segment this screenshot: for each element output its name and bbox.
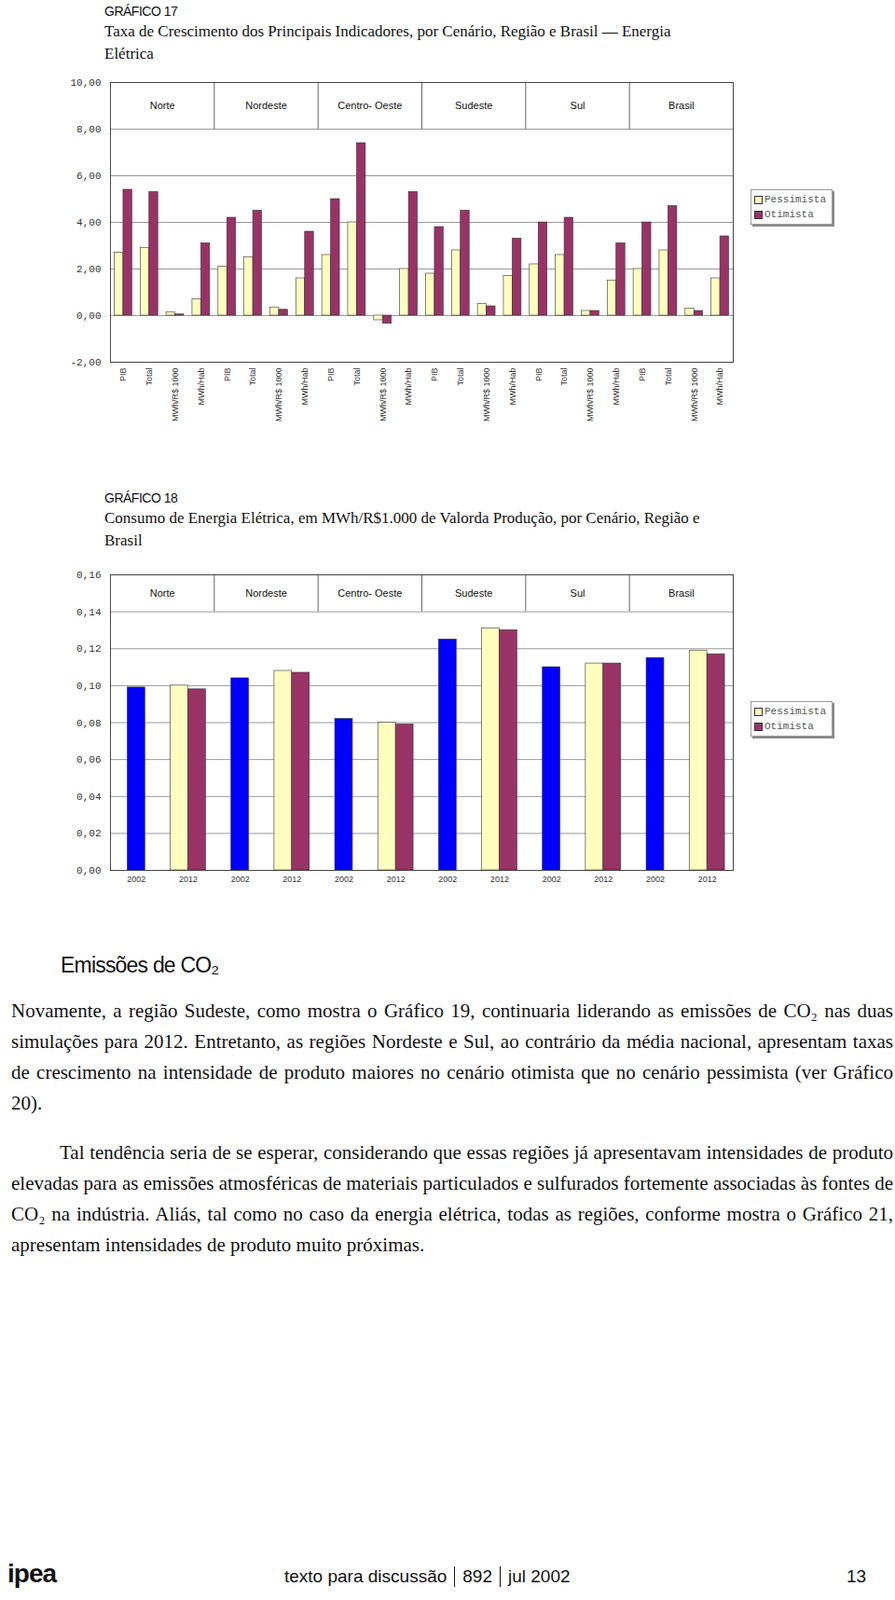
html-text:13: 13	[846, 1566, 867, 1586]
svg-text:0,10: 0,10	[76, 680, 101, 692]
html-text:Novamente, a região Sudeste, c: Novamente, a região Sudeste, como mostra…	[11, 999, 894, 1115]
svg-text:Norte: Norte	[150, 587, 176, 599]
svg-text:Sul: Sul	[570, 99, 586, 111]
svg-text:Total: Total	[663, 368, 674, 386]
svg-text:0,12: 0,12	[76, 643, 101, 655]
svg-text:2002: 2002	[646, 874, 665, 884]
svg-text:10,00: 10,00	[69, 77, 101, 89]
svg-text:Brasil: Brasil	[668, 99, 695, 111]
svg-text:MWh/R$ 1000: MWh/R$ 1000	[481, 368, 492, 423]
svg-text:0,06: 0,06	[76, 754, 101, 766]
svg-text:0,00: 0,00	[76, 310, 101, 322]
svg-text:Total: Total	[144, 368, 154, 386]
svg-text:4,00: 4,00	[76, 217, 101, 229]
svg-text:Norte: Norte	[150, 99, 176, 111]
svg-text:Total: Total	[455, 368, 466, 386]
svg-text:Sudeste: Sudeste	[454, 99, 493, 111]
svg-text:2012: 2012	[179, 874, 198, 884]
svg-text:2012: 2012	[386, 874, 406, 884]
svg-text:2012: 2012	[490, 874, 510, 884]
svg-text:MWh/R$ 1000: MWh/R$ 1000	[585, 368, 595, 423]
svg-text:Centro- Oeste: Centro- Oeste	[337, 99, 402, 111]
svg-text:MWh/Hab: MWh/Hab	[611, 368, 621, 406]
svg-text:MWh/Hab: MWh/Hab	[508, 368, 518, 406]
svg-text:PIB: PIB	[534, 368, 544, 383]
svg-text:0,04: 0,04	[76, 791, 102, 803]
svg-text:Sudeste: Sudeste	[454, 587, 493, 599]
svg-text:Nordeste: Nordeste	[245, 99, 288, 111]
html-text:892: 892	[462, 1566, 493, 1586]
html-text:Pessimista: Pessimista	[764, 193, 827, 206]
svg-text:PIB: PIB	[326, 368, 336, 383]
svg-text:MWh/R$ 1000: MWh/R$ 1000	[274, 368, 284, 423]
html-text:Emissões de CO₂: Emissões de CO₂	[60, 952, 219, 978]
svg-text:MWh/Hab: MWh/Hab	[196, 368, 207, 406]
svg-text:6,00: 6,00	[76, 170, 101, 182]
svg-text:Sul: Sul	[570, 587, 586, 599]
svg-text:Centro- Oeste: Centro- Oeste	[337, 587, 402, 599]
svg-text:2002: 2002	[542, 874, 562, 884]
html-text:texto para discussão: texto para discussão	[284, 1566, 447, 1586]
svg-text:Nordeste: Nordeste	[245, 587, 288, 599]
svg-text:Total: Total	[559, 368, 569, 386]
svg-text:PIB: PIB	[222, 368, 233, 383]
html-text:GRÁFICO 18: GRÁFICO 18	[104, 490, 178, 506]
svg-text:MWh/Hab: MWh/Hab	[403, 368, 414, 406]
svg-text:MWh/Hab: MWh/Hab	[300, 368, 310, 406]
svg-text:MWh/R$ 1000: MWh/R$ 1000	[170, 368, 180, 423]
svg-text:MWh/Hab: MWh/Hab	[715, 368, 725, 406]
svg-text:-2,00: -2,00	[69, 357, 101, 369]
svg-text:2012: 2012	[282, 874, 302, 884]
html-text:Taxa de Crescimento dos Princi: Taxa de Crescimento dos Principais Indic…	[104, 22, 671, 63]
svg-text:PIB: PIB	[637, 368, 648, 383]
svg-text:0,02: 0,02	[76, 827, 101, 840]
html-text:ipea: ipea	[7, 1558, 56, 1588]
svg-text:MWh/R$ 1000: MWh/R$ 1000	[378, 368, 388, 423]
svg-text:PIB: PIB	[429, 368, 440, 383]
svg-text:Total: Total	[352, 368, 362, 386]
svg-text:Brasil: Brasil	[668, 587, 695, 599]
svg-text:2002: 2002	[438, 874, 457, 884]
svg-text:0,00: 0,00	[76, 865, 101, 877]
svg-text:2012: 2012	[593, 874, 613, 884]
svg-text:0,08: 0,08	[76, 717, 101, 730]
svg-text:MWh/R$ 1000: MWh/R$ 1000	[689, 368, 700, 423]
svg-text:2002: 2002	[334, 874, 354, 884]
html-text:Otimista: Otimista	[764, 720, 814, 732]
svg-text:2002: 2002	[126, 874, 146, 884]
svg-text:2,00: 2,00	[76, 263, 101, 276]
html-text:GRÁFICO 17: GRÁFICO 17	[104, 3, 178, 19]
svg-text:0,14: 0,14	[76, 606, 102, 619]
svg-text:2012: 2012	[698, 874, 717, 884]
svg-text:PIB: PIB	[118, 368, 128, 383]
html-text:jul 2002: jul 2002	[508, 1566, 571, 1586]
svg-text:0,16: 0,16	[76, 569, 101, 581]
html-text:Tal tendência seria de se espe: Tal tendência seria de se esperar, consi…	[11, 1141, 894, 1256]
html-text:Consumo de Energia Elétrica, e: Consumo de Energia Elétrica, em MWh/R$1.…	[104, 509, 700, 550]
html-text:Otimista: Otimista	[764, 208, 814, 221]
svg-text:Total: Total	[247, 368, 258, 386]
html-text:Pessimista: Pessimista	[764, 705, 827, 717]
svg-text:2002: 2002	[231, 874, 250, 884]
svg-text:8,00: 8,00	[76, 123, 101, 136]
